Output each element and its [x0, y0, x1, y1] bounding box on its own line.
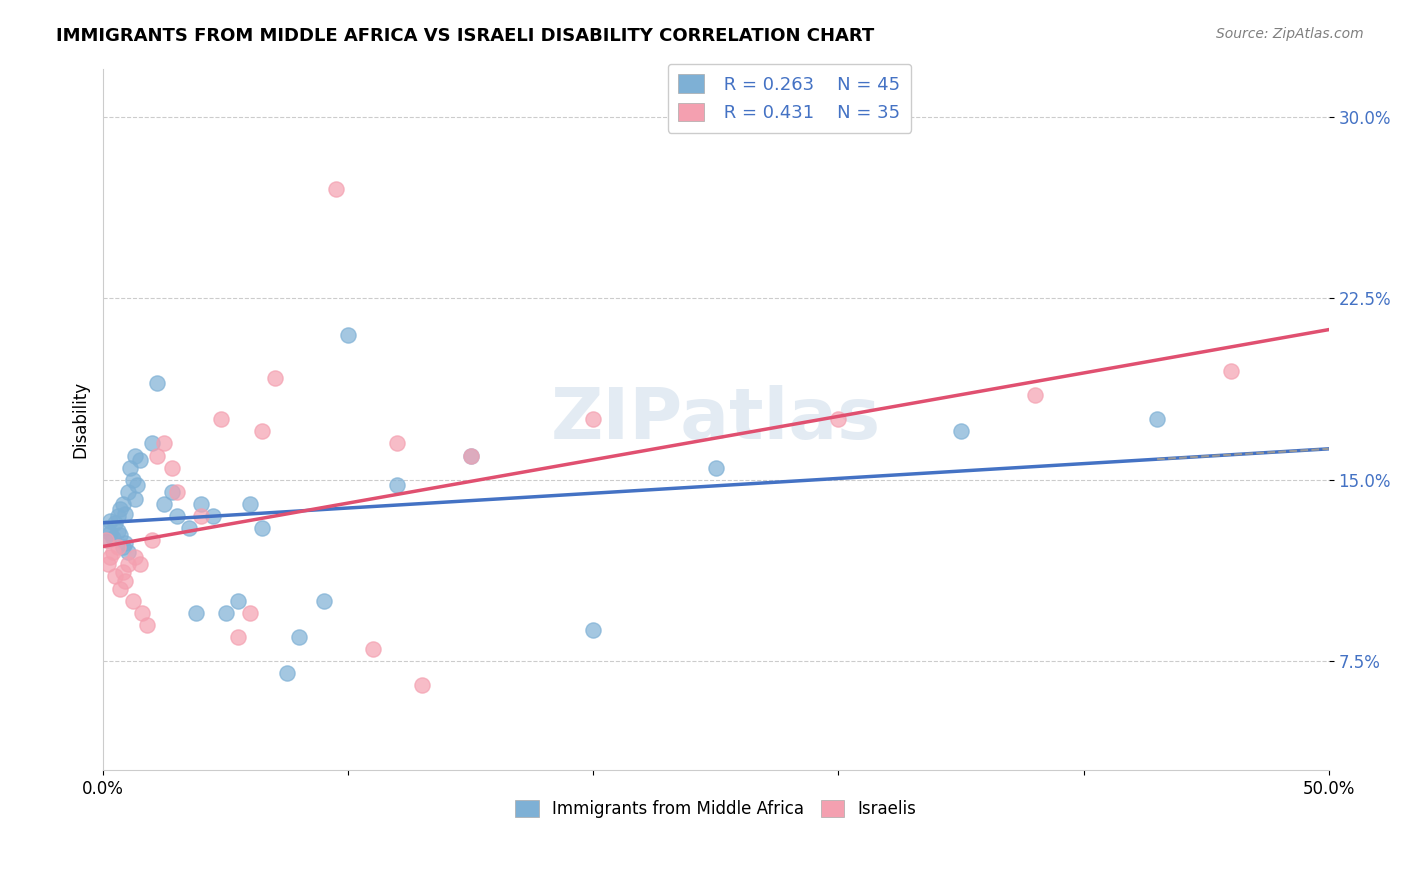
Point — [104, 516, 127, 531]
Point — [100, 514, 122, 528]
Point — [114, 507, 136, 521]
Point — [117, 484, 139, 499]
Point — [949, 425, 972, 439]
Point — [128, 558, 150, 572]
Point — [209, 412, 232, 426]
Point — [110, 528, 132, 542]
Point — [114, 574, 136, 589]
Point — [127, 477, 149, 491]
Point — [325, 182, 347, 196]
Point — [128, 453, 150, 467]
Point — [411, 678, 433, 692]
Point — [117, 545, 139, 559]
Point — [827, 412, 849, 426]
Point — [288, 630, 311, 644]
Point — [141, 533, 163, 548]
Point — [146, 449, 169, 463]
Text: Source: ZipAtlas.com: Source: ZipAtlas.com — [1216, 27, 1364, 41]
Point — [160, 460, 183, 475]
Point — [361, 642, 384, 657]
Point — [121, 593, 143, 607]
Point — [166, 484, 188, 499]
Point — [582, 412, 605, 426]
Point — [153, 436, 176, 450]
Text: ZIPatlas: ZIPatlas — [551, 384, 882, 454]
Point — [337, 327, 360, 342]
Point — [111, 565, 134, 579]
Point — [114, 535, 136, 549]
Point — [239, 606, 262, 620]
Point — [190, 508, 212, 523]
Point — [136, 618, 159, 632]
Point — [100, 525, 122, 540]
Point — [111, 497, 134, 511]
Point — [252, 521, 274, 535]
Legend: Immigrants from Middle Africa, Israelis: Immigrants from Middle Africa, Israelis — [509, 793, 922, 825]
Point — [110, 582, 132, 596]
Point — [387, 477, 409, 491]
Point — [177, 521, 200, 535]
Point — [101, 545, 124, 559]
Point — [276, 666, 298, 681]
Point — [1024, 388, 1046, 402]
Point — [120, 460, 142, 475]
Point — [107, 508, 129, 523]
Point — [104, 569, 127, 583]
Point — [124, 550, 146, 565]
Point — [186, 606, 208, 620]
Point — [101, 531, 124, 545]
Point — [1146, 412, 1168, 426]
Point — [100, 550, 122, 565]
Point — [215, 606, 238, 620]
Point — [117, 558, 139, 572]
Point — [124, 492, 146, 507]
Point — [460, 449, 482, 463]
Point — [124, 449, 146, 463]
Point — [110, 501, 132, 516]
Point — [1219, 364, 1241, 378]
Y-axis label: Disability: Disability — [72, 381, 89, 458]
Point — [239, 497, 262, 511]
Point — [141, 436, 163, 450]
Point — [160, 484, 183, 499]
Point — [94, 521, 117, 535]
Point — [97, 533, 120, 548]
Point — [263, 371, 285, 385]
Point — [107, 524, 129, 538]
Point — [582, 623, 605, 637]
Point — [107, 541, 129, 555]
Point — [202, 508, 225, 523]
Point — [312, 593, 335, 607]
Point — [121, 473, 143, 487]
Point — [166, 508, 188, 523]
Point — [97, 558, 120, 572]
Point — [252, 425, 274, 439]
Point — [387, 436, 409, 450]
Point — [704, 460, 727, 475]
Point — [153, 497, 176, 511]
Point — [226, 630, 249, 644]
Point — [111, 541, 134, 555]
Point — [226, 593, 249, 607]
Text: IMMIGRANTS FROM MIDDLE AFRICA VS ISRAELI DISABILITY CORRELATION CHART: IMMIGRANTS FROM MIDDLE AFRICA VS ISRAELI… — [56, 27, 875, 45]
Point — [131, 606, 153, 620]
Point — [146, 376, 169, 390]
Point — [190, 497, 212, 511]
Point — [94, 533, 117, 548]
Point — [460, 449, 482, 463]
